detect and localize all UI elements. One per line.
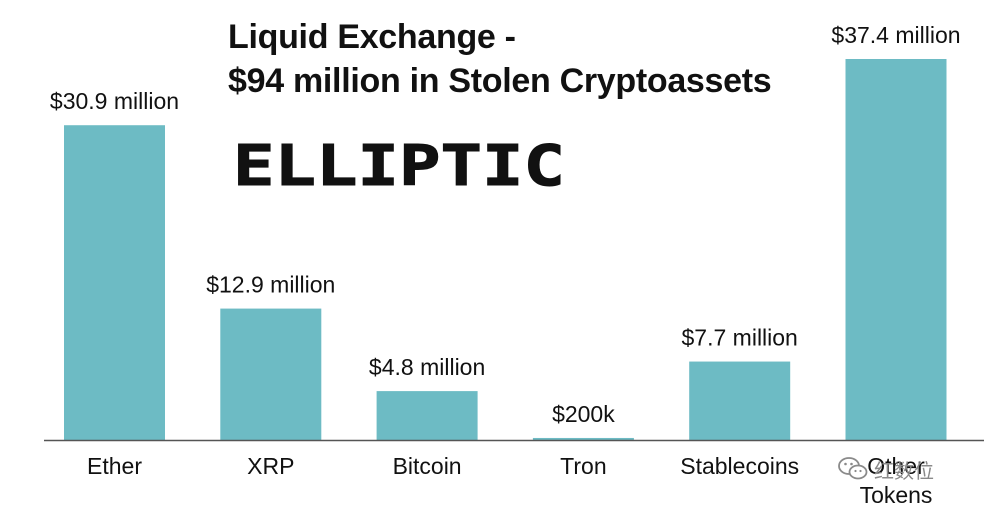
category-label-line: Tokens (860, 482, 933, 508)
category-label-line: Other (867, 453, 925, 479)
category-label-line: Ether (87, 453, 142, 479)
value-label: $4.8 million (369, 354, 485, 380)
category-label-line: Tron (560, 453, 606, 479)
category-label: Ether (87, 453, 142, 479)
category-labels-group: Ether XRP Bitcoin Tron Stablecoins Other Token… (87, 453, 932, 508)
elliptic-logo: ELLIPTIC (233, 138, 566, 192)
value-labels-group: $30.9 million $12.9 million $4.8 million $2… (50, 22, 961, 427)
watermark: 红数位 (838, 452, 978, 486)
bar-bitcoin (376, 391, 478, 440)
value-label: $200k (552, 401, 615, 427)
bars-group (64, 59, 947, 440)
bar-tron (532, 437, 634, 440)
value-label: $30.9 million (50, 88, 179, 114)
logo-wordmark: ELLIPTIC (233, 138, 565, 192)
category-label: XRP (247, 453, 294, 479)
value-label: $12.9 million (206, 272, 335, 298)
category-label-line: Stablecoins (680, 453, 799, 479)
category-label: Stablecoins (680, 453, 799, 479)
category-label: Other Tokens (860, 453, 933, 508)
value-label: $7.7 million (682, 325, 798, 351)
watermark-text: 红数位 (874, 458, 934, 483)
value-label: $37.4 million (831, 22, 960, 48)
bar-stablecoins (689, 361, 791, 440)
bar-ether (64, 125, 165, 440)
category-label-line: Bitcoin (393, 453, 462, 479)
category-label: Bitcoin (393, 453, 462, 479)
category-label: Tron (560, 453, 606, 479)
chart-title-line-1: Liquid Exchange - (228, 18, 516, 56)
bar-other-tokens (845, 59, 947, 440)
chart-title-line-2: $94 million in Stolen Cryptoassets (228, 62, 772, 100)
bar-xrp (220, 308, 322, 440)
wechat-icon (838, 457, 868, 480)
category-label-line: XRP (247, 453, 294, 479)
